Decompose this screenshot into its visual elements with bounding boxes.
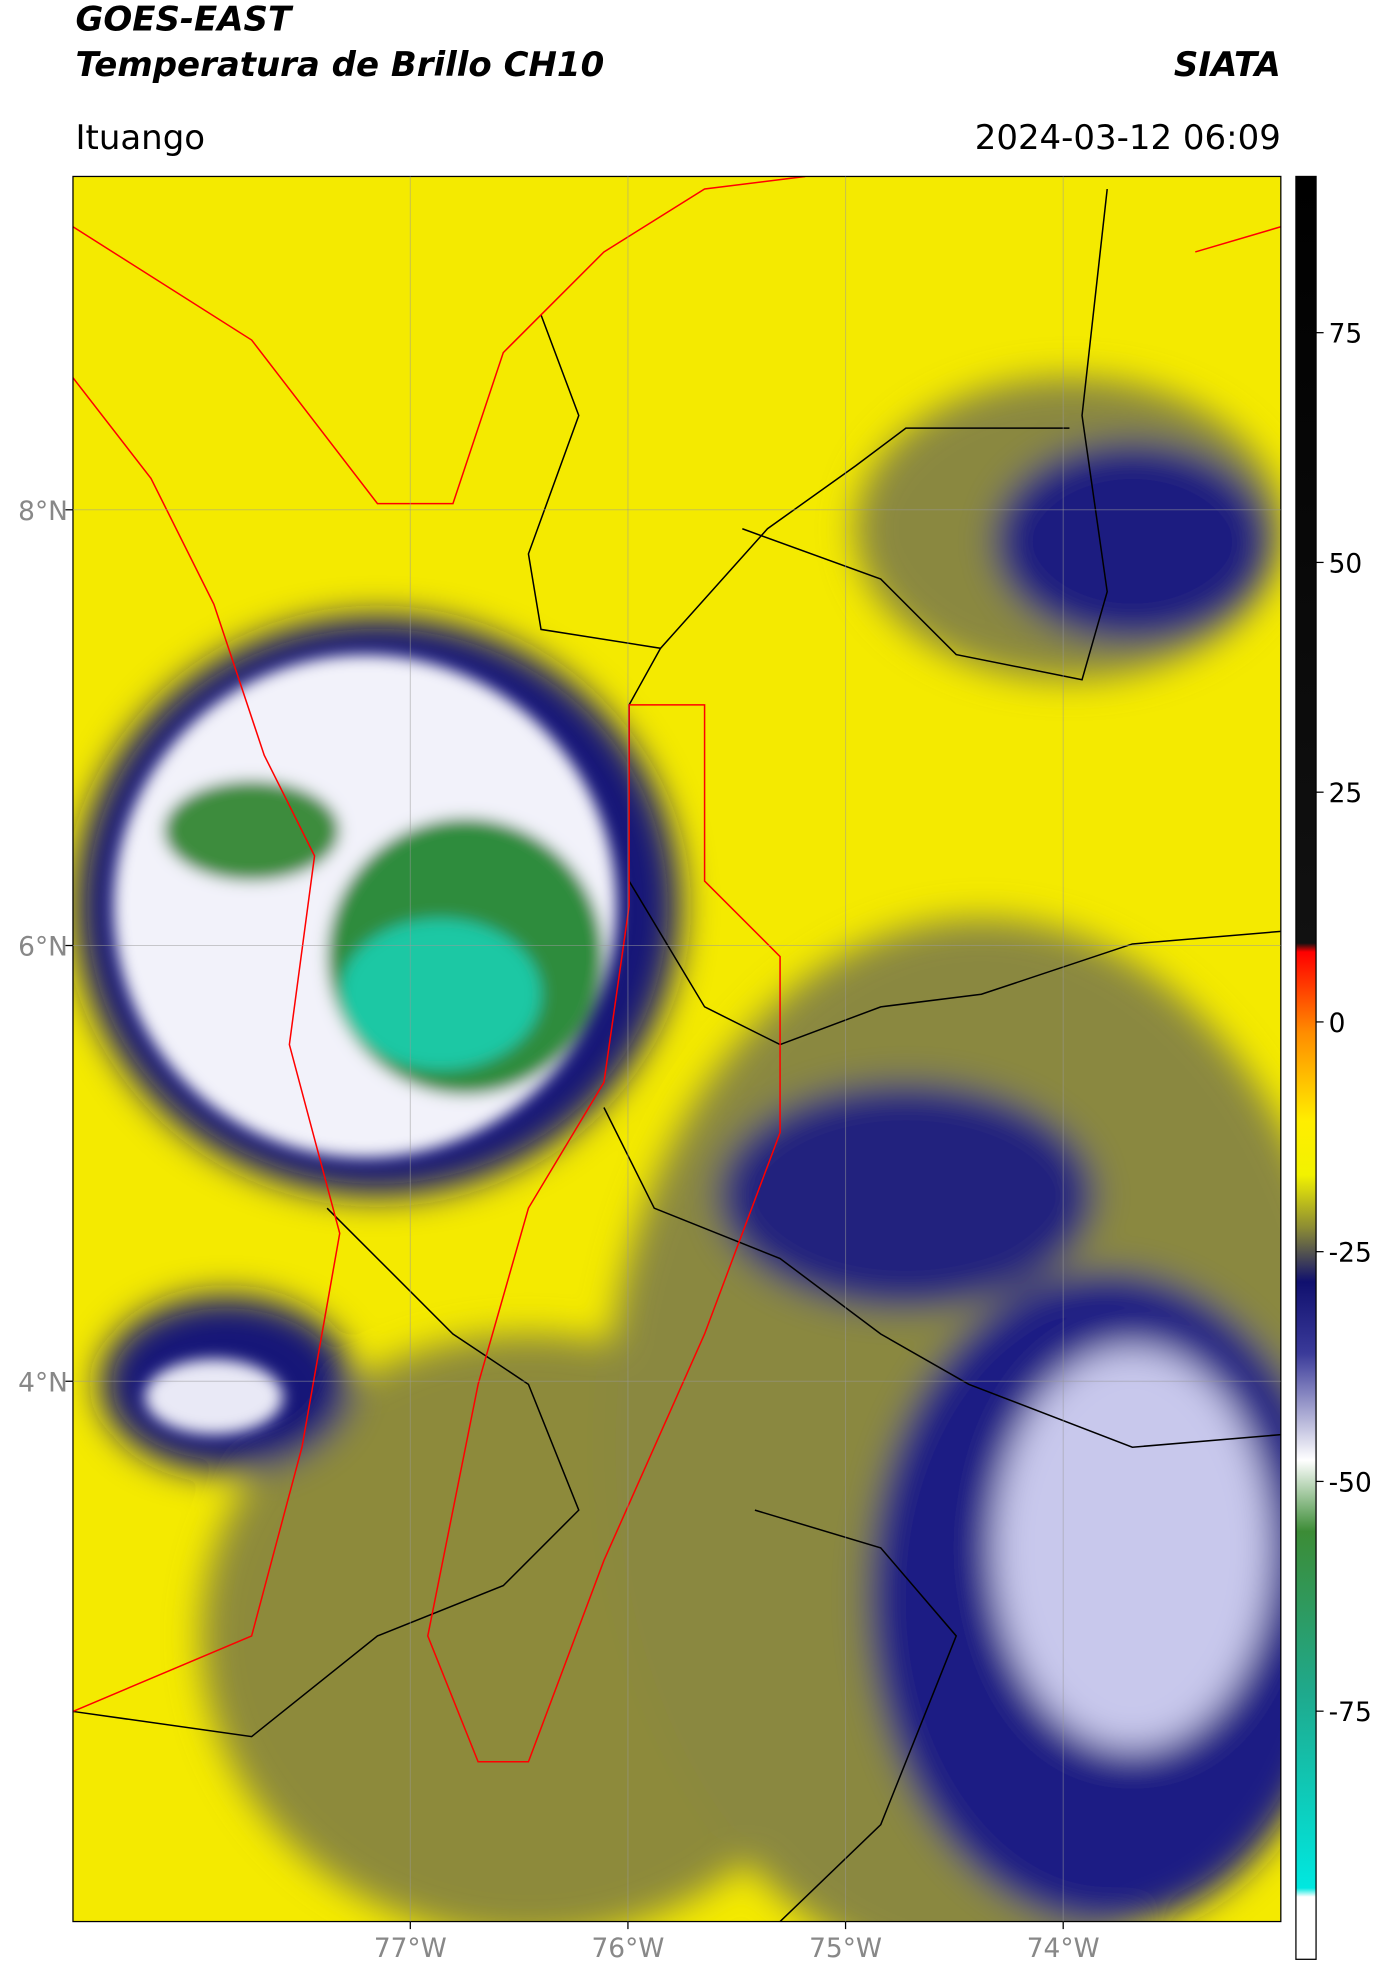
location: Ituango (75, 118, 205, 158)
satellite-image (72, 176, 1281, 1922)
colorbar-tick-label: -25 (1329, 1238, 1372, 1269)
y-tick-label: 8°N (18, 496, 68, 527)
title: GOES-EAST (75, 0, 293, 40)
colorbar-tick-label: 25 (1329, 778, 1363, 809)
x-tick-label: 74°W (1027, 1933, 1100, 1964)
colorbar-tick-label: -50 (1329, 1467, 1372, 1498)
y-tick-label: 4°N (18, 1367, 68, 1398)
colorbar-tick-label: 75 (1329, 319, 1363, 350)
y-tick-label: 6°N (18, 932, 68, 963)
x-tick-label: 76°W (591, 1933, 664, 1964)
map-frame (72, 175, 1282, 1923)
colorbar-tick-label: 50 (1329, 548, 1363, 579)
x-tick-label: 77°W (374, 1933, 447, 1964)
subtitle: Temperatura de Brillo CH10 (75, 45, 604, 85)
colorbar-tick-label: 0 (1329, 1008, 1346, 1039)
x-tick-label: 75°W (809, 1933, 882, 1964)
colorbar (1295, 175, 1317, 1960)
timestamp: 2024-03-12 06:09 (975, 118, 1281, 158)
colorbar-tick-label: -75 (1329, 1697, 1372, 1728)
brand: SIATA (1174, 45, 1281, 85)
